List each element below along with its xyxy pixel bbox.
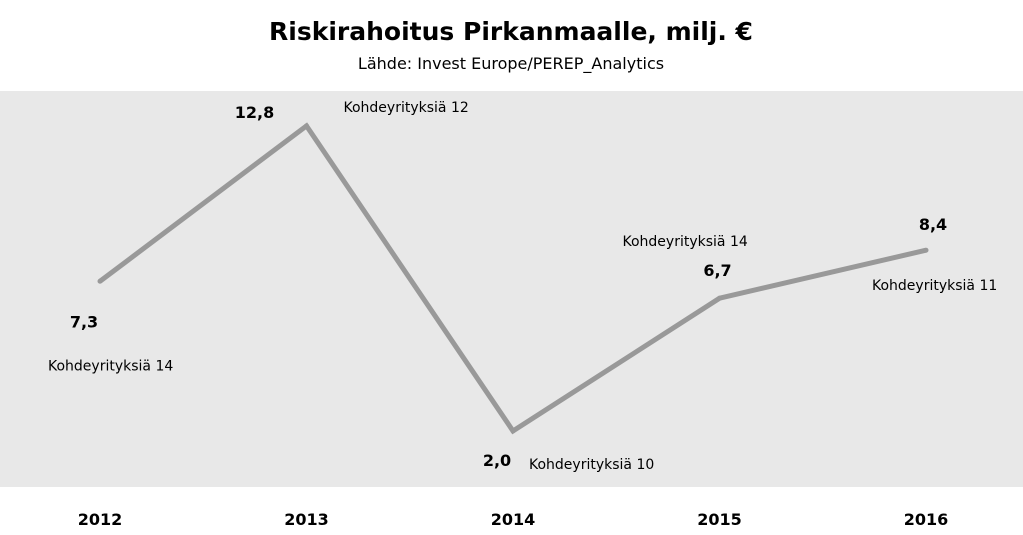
annotation-label: Kohdeyrityksiä 14 [623, 234, 748, 250]
x-tick-label: 2014 [491, 510, 536, 529]
data-label: 12,8 [235, 103, 274, 122]
data-point [717, 295, 722, 301]
data-point [923, 247, 929, 253]
chart-title: Riskirahoitus Pirkanmaalle, milj. € [269, 17, 753, 46]
annotation-label: Kohdeyrityksiä 10 [529, 457, 654, 473]
data-label: 2,0 [483, 451, 511, 470]
x-tick-label: 2012 [78, 510, 123, 529]
data-point [304, 123, 309, 129]
x-tick-label: 2015 [697, 510, 742, 529]
annotation-label: Kohdeyrityksiä 14 [48, 358, 173, 374]
chart-subtitle: Lähde: Invest Europe/PEREP_Analytics [358, 54, 664, 74]
x-tick-label: 2016 [904, 510, 949, 529]
data-label: 6,7 [703, 261, 731, 280]
data-label: 7,3 [70, 312, 98, 331]
chart-marks: 7,3 Kohdeyrityksiä 14 2012 12,8 Kohdeyrityks… [48, 100, 997, 529]
data-point [97, 278, 103, 284]
annotation-label: Kohdeyrityksiä 11 [872, 278, 997, 294]
data-point [510, 428, 516, 434]
plot-background [0, 91, 1023, 487]
annotation-label: Kohdeyrityksiä 12 [344, 100, 469, 116]
x-tick-label: 2013 [284, 510, 329, 529]
data-label: 8,4 [919, 215, 947, 234]
